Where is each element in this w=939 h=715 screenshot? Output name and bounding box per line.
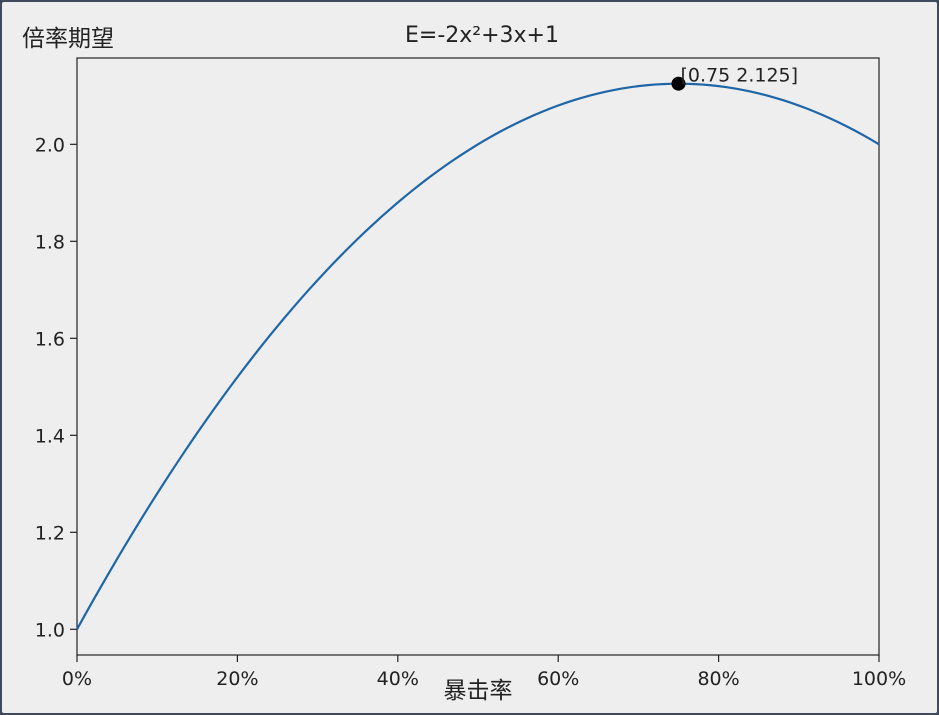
x-tick-label: 40% [377, 668, 419, 690]
axis-ticks: 0% 20% 40% 60% 80% 100% 1.0 1.2 1.4 1.6 1.8 2.0 [35, 134, 906, 690]
x-tick-label: 0% [62, 668, 92, 690]
y-axis-label: 倍率期望 [22, 26, 114, 52]
x-tick-label: 20% [216, 668, 258, 690]
x-axis-label: 暴击率 [444, 678, 513, 704]
y-tick-label: 1.0 [35, 619, 65, 641]
highlight-annotation: [0.75 2.125] [681, 65, 799, 87]
highlight-point [671, 76, 686, 91]
highlight-group: [0.75 2.125] [671, 65, 799, 91]
x-tick-label: 100% [852, 668, 906, 690]
y-tick-label: 2.0 [35, 134, 65, 156]
y-tick-label: 1.6 [35, 328, 65, 350]
chart-title: E=-2x²+3x+1 [405, 23, 559, 48]
y-tick-label: 1.2 [35, 522, 65, 544]
x-tick-label: 80% [697, 668, 739, 690]
x-tick-label: 60% [537, 668, 579, 690]
plot-area [76, 57, 880, 656]
series-line [76, 82, 880, 630]
y-tick-label: 1.8 [35, 231, 65, 253]
y-tick-label: 1.4 [35, 425, 65, 447]
series-group [76, 82, 880, 630]
